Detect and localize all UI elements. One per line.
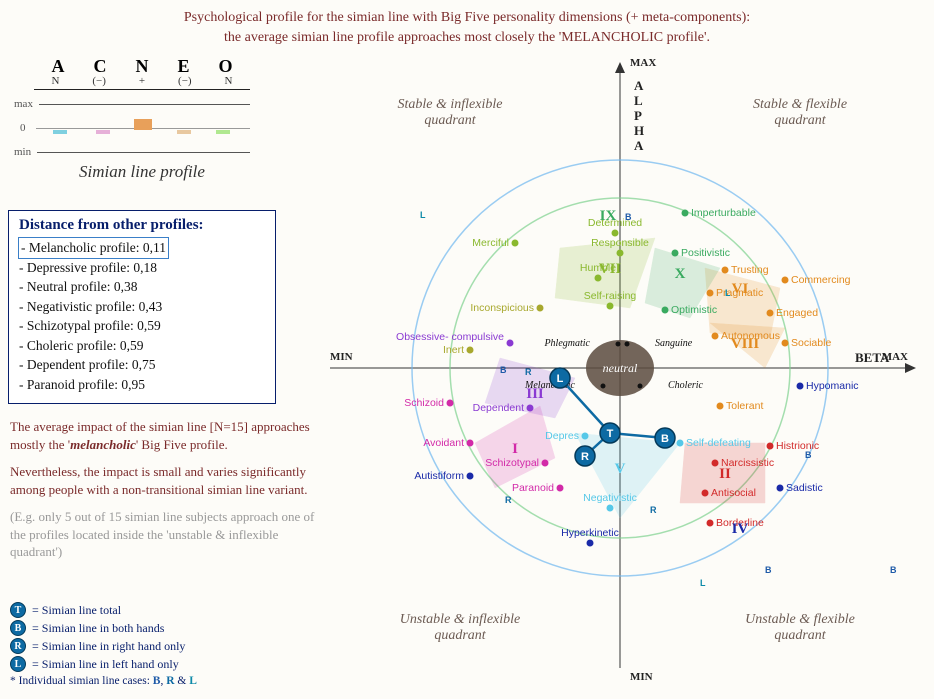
svg-text:H: H <box>634 123 644 138</box>
svg-text:Schizoid: Schizoid <box>404 397 444 409</box>
svg-text:L: L <box>420 210 426 220</box>
svg-text:IX: IX <box>600 208 617 224</box>
commentary: The average impact of the simian line [N… <box>10 418 320 571</box>
svg-text:X: X <box>675 266 686 282</box>
svg-text:Tolerant: Tolerant <box>726 400 763 412</box>
svg-text:L: L <box>557 373 564 385</box>
svg-text:Phlegmatic: Phlegmatic <box>543 338 590 349</box>
svg-text:A: A <box>634 138 644 153</box>
svg-text:Choleric: Choleric <box>668 380 704 391</box>
svg-text:Sadistic: Sadistic <box>786 482 823 494</box>
svg-text:Histrionic: Histrionic <box>776 440 819 452</box>
svg-text:Trusting: Trusting <box>731 264 769 276</box>
legend: T= Simian line total B= Simian line in b… <box>10 602 197 687</box>
legend-badge-L: L <box>10 656 26 672</box>
svg-text:Unstable & flexiblequadrant: Unstable & flexiblequadrant <box>745 612 855 643</box>
svg-text:Inconspicious: Inconspicious <box>470 302 534 314</box>
scatter-chart: neutralPhlegmaticSanguineMelancholicChol… <box>310 48 930 688</box>
svg-text:Sociable: Sociable <box>791 337 831 349</box>
svg-text:B: B <box>661 433 669 445</box>
svg-text:L: L <box>700 578 706 588</box>
svg-text:Depres: Depres <box>545 430 579 442</box>
legend-badge-B: B <box>10 620 26 636</box>
svg-text:Hypomanic: Hypomanic <box>806 380 859 392</box>
svg-text:Dependent: Dependent <box>473 402 524 414</box>
svg-text:B: B <box>500 365 507 375</box>
svg-text:B: B <box>890 565 897 575</box>
svg-text:Obsessive- compulsive: Obsessive- compulsive <box>396 331 504 343</box>
svg-text:B: B <box>805 450 812 460</box>
svg-text:Optimistic: Optimistic <box>671 304 717 316</box>
svg-text:neutral: neutral <box>603 361 638 375</box>
svg-text:A: A <box>634 78 644 93</box>
svg-text:Negativistic: Negativistic <box>583 492 637 504</box>
main-title: Psychological profile for the simian lin… <box>0 0 934 51</box>
svg-text:VIII: VIII <box>731 336 760 352</box>
svg-text:MIN: MIN <box>630 671 653 683</box>
svg-text:Stable & flexiblequadrant: Stable & flexiblequadrant <box>753 97 847 128</box>
legend-badge-R: R <box>10 638 26 654</box>
svg-text:Schizotypal: Schizotypal <box>485 457 539 469</box>
svg-text:Self-defeating: Self-defeating <box>686 437 751 449</box>
svg-text:Self-raising: Self-raising <box>584 290 637 302</box>
svg-text:Avoidant: Avoidant <box>423 437 464 449</box>
distance-box: Distance from other profiles: - Melancho… <box>8 210 276 404</box>
svg-text:Unstable & inflexiblequadrant: Unstable & inflexiblequadrant <box>400 612 521 643</box>
svg-text:II: II <box>719 466 731 482</box>
svg-text:VI: VI <box>732 281 749 297</box>
svg-text:MIN: MIN <box>330 351 353 363</box>
svg-text:L: L <box>634 93 643 108</box>
svg-text:Engaged: Engaged <box>776 307 818 319</box>
svg-text:VII: VII <box>599 261 622 277</box>
svg-text:R: R <box>505 495 512 505</box>
simian-profile-panel: ACNEO N(−)+(−)N max 0 min Simian line pr… <box>12 56 272 191</box>
svg-text:B: B <box>625 212 632 222</box>
distance-title: Distance from other profiles: <box>19 217 265 234</box>
svg-text:T: T <box>607 428 614 440</box>
svg-text:Paranoid: Paranoid <box>512 482 554 494</box>
svg-text:R: R <box>525 367 532 377</box>
svg-text:Inert: Inert <box>443 344 464 356</box>
svg-text:Merciful: Merciful <box>472 237 509 249</box>
svg-text:P: P <box>634 108 642 123</box>
svg-text:R: R <box>650 505 657 515</box>
svg-text:Responsible: Responsible <box>591 237 649 249</box>
svg-text:V: V <box>615 461 626 477</box>
legend-badge-T: T <box>10 602 26 618</box>
svg-text:Hyperkinetic: Hyperkinetic <box>561 527 619 539</box>
svg-text:BETA: BETA <box>855 350 890 365</box>
svg-text:III: III <box>526 386 544 402</box>
svg-text:IV: IV <box>732 521 749 537</box>
svg-text:MAX: MAX <box>630 57 656 69</box>
svg-text:Antisocial: Antisocial <box>711 487 756 499</box>
svg-text:Stable & inflexiblequadrant: Stable & inflexiblequadrant <box>398 97 503 128</box>
svg-text:R: R <box>581 451 589 463</box>
svg-text:Positivistic: Positivistic <box>681 247 730 259</box>
svg-text:Imperturbable: Imperturbable <box>691 207 756 219</box>
svg-text:I: I <box>512 441 518 457</box>
svg-text:B: B <box>765 565 772 575</box>
svg-text:L: L <box>725 288 731 298</box>
svg-text:Autistiform: Autistiform <box>414 470 464 482</box>
svg-text:Sanguine: Sanguine <box>655 338 693 349</box>
svg-text:Commercing: Commercing <box>791 274 851 286</box>
